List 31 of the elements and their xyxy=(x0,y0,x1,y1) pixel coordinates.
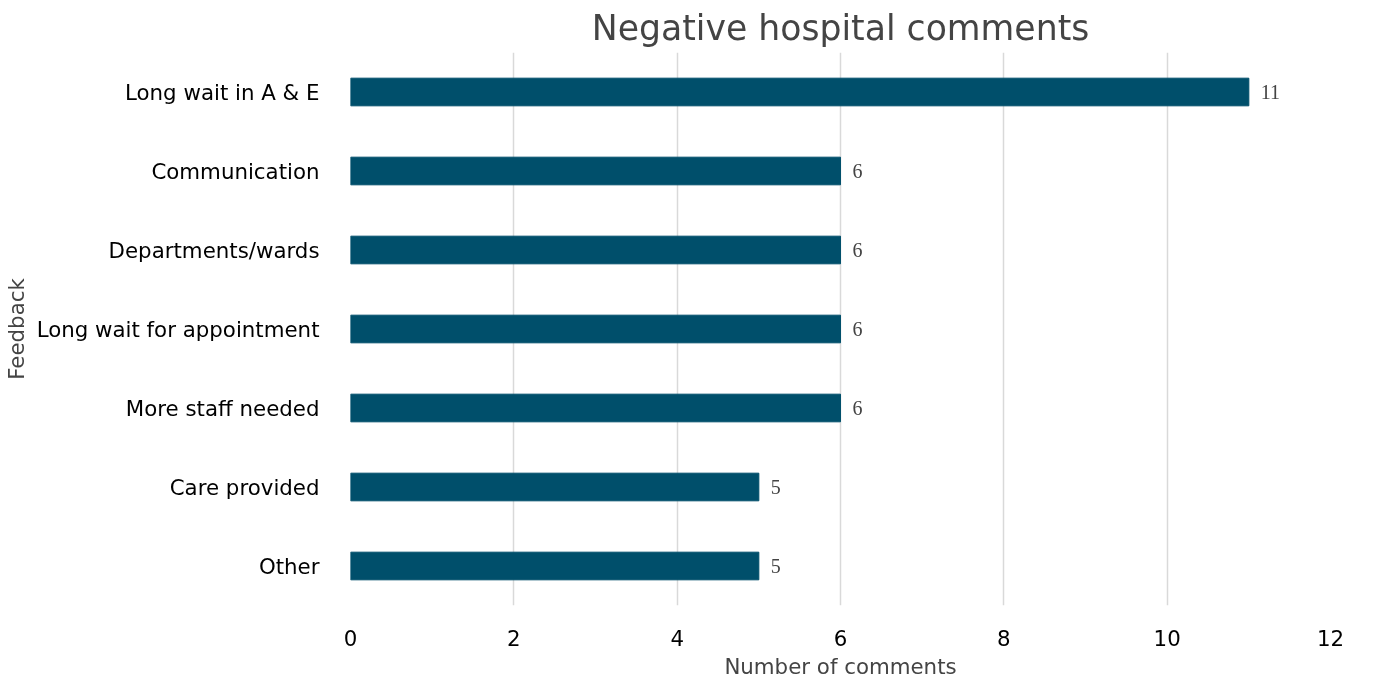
chart-title: Negative hospital comments xyxy=(591,7,1090,48)
y-tick-label: Other xyxy=(258,553,320,579)
bar xyxy=(350,156,841,186)
bar xyxy=(350,314,841,344)
bar xyxy=(350,472,760,502)
bar xyxy=(350,393,841,423)
data-label: 5 xyxy=(770,555,781,577)
data-label: 6 xyxy=(852,160,863,182)
data-label: 6 xyxy=(852,239,863,261)
y-axis-title: Feedback xyxy=(3,277,29,380)
x-tick-label: 12 xyxy=(1316,625,1345,651)
y-tick-label: Care provided xyxy=(169,474,320,500)
x-tick-label: 4 xyxy=(670,625,684,651)
data-label: 11 xyxy=(1260,81,1281,103)
y-tick-label: Departments/wards xyxy=(108,237,320,263)
data-label: 6 xyxy=(852,397,863,419)
bar xyxy=(350,551,760,581)
y-tick-label: Long wait in A & E xyxy=(125,79,320,105)
data-label: 5 xyxy=(770,476,781,498)
y-tick-label: More staff needed xyxy=(125,395,320,421)
x-tick-label: 10 xyxy=(1153,625,1181,651)
x-tick-label: 0 xyxy=(343,625,358,651)
bar xyxy=(350,235,841,265)
y-tick-label: Long wait for appointment xyxy=(36,316,320,342)
x-axis-title: Number of comments xyxy=(724,653,957,679)
x-tick-label: 2 xyxy=(507,625,521,651)
bar xyxy=(350,77,1250,107)
data-label: 6 xyxy=(852,318,863,340)
x-tick-label: 6 xyxy=(833,625,848,651)
x-tick-label: 8 xyxy=(997,625,1011,651)
y-tick-label: Communication xyxy=(151,158,320,184)
